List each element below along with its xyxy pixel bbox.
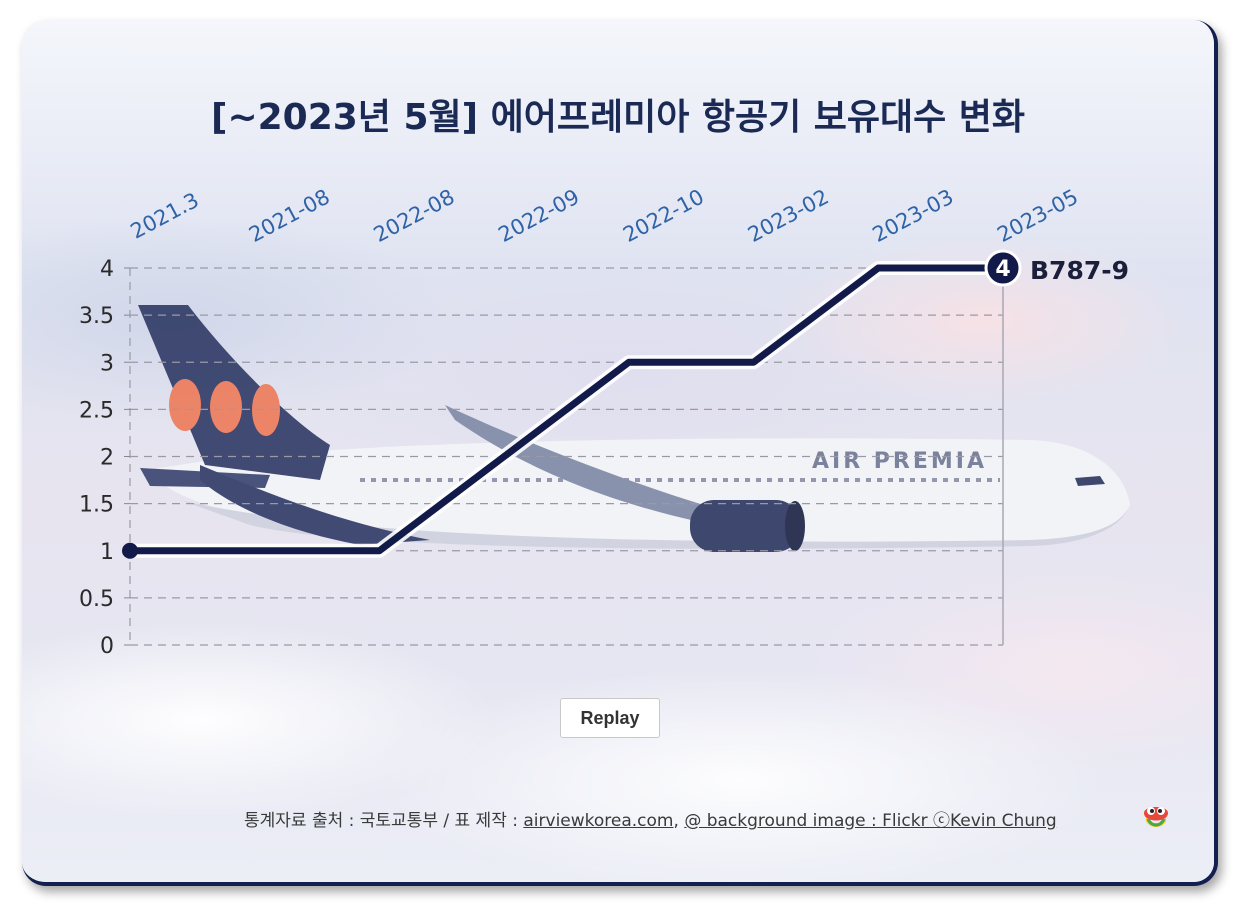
site-link[interactable]: airviewkorea.com bbox=[523, 811, 674, 831]
x-tick-label: 2022-09 bbox=[494, 185, 583, 247]
x-tick-label: 2021-08 bbox=[245, 185, 334, 247]
y-tick-label: 0 bbox=[100, 634, 114, 659]
y-tick-label: 3.5 bbox=[79, 304, 114, 329]
y-tick-label: 1 bbox=[100, 540, 114, 565]
replay-button[interactable]: Replay bbox=[560, 698, 660, 738]
series-line-group bbox=[122, 261, 1010, 559]
x-tick-label: 2021.3 bbox=[127, 188, 203, 244]
chart-title: [~2023년 5월] 에어프레미아 항공기 보유대수 변화 bbox=[210, 97, 1026, 138]
x-tick-label: 2022-10 bbox=[619, 185, 708, 247]
y-tick-label: 3 bbox=[100, 351, 114, 376]
series-name-label: B787-9 bbox=[1030, 256, 1129, 285]
credit-separator: , bbox=[673, 811, 685, 831]
y-tick-label: 2 bbox=[100, 446, 114, 471]
y-axis-ticks: 0 0.5 1 1.5 2 2.5 3 3.5 4 bbox=[79, 257, 130, 659]
credit-prefix: 통계자료 출처 : 국토교통부 / 표 제작 : bbox=[244, 811, 524, 831]
end-value-label: 4 bbox=[995, 257, 1010, 282]
data-point bbox=[122, 542, 138, 559]
end-label-group: 4 B787-9 bbox=[984, 249, 1129, 287]
x-axis-ticks: 2021.3 2021-08 2022-08 2022-09 2022-10 2023-0… bbox=[127, 185, 1082, 247]
y-tick-label: 4 bbox=[100, 257, 114, 282]
y-tick-label: 1.5 bbox=[79, 493, 114, 518]
end-value-badge bbox=[984, 249, 1022, 287]
fuselage-text: AIR PREMIA bbox=[812, 449, 987, 474]
source-credit: 통계자료 출처 : 국토교통부 / 표 제작 : airviewkorea.co… bbox=[244, 806, 1057, 831]
y-tick-label: 2.5 bbox=[79, 398, 114, 423]
x-tick-label: 2022-08 bbox=[370, 185, 459, 247]
chart-card: AIR PREMIA bbox=[22, 20, 1218, 886]
bird-mascot-icon bbox=[1144, 807, 1168, 827]
background-credit-link[interactable]: @ background image : Flickr ⓒKevin Chung bbox=[684, 811, 1057, 831]
airplane-background-image: AIR PREMIA bbox=[138, 305, 1130, 552]
y-tick-label: 0.5 bbox=[79, 587, 114, 612]
grid-lines bbox=[129, 267, 1004, 646]
x-tick-label: 2023-02 bbox=[744, 185, 833, 247]
series-line bbox=[126, 264, 1007, 555]
x-tick-label: 2023-05 bbox=[993, 185, 1082, 247]
x-tick-label: 2023-03 bbox=[869, 185, 958, 247]
